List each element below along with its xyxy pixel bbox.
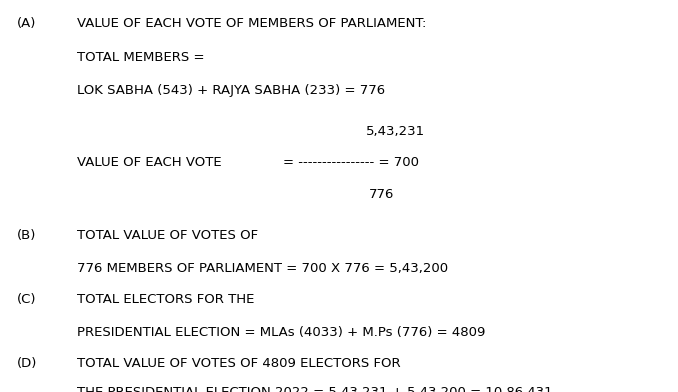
Text: (C): (C) [17,293,36,306]
Text: = ---------------- = 700: = ---------------- = 700 [283,156,418,169]
Text: 776: 776 [369,188,395,201]
Text: PRESIDENTIAL ELECTION = MLAs (4033) + M.Ps (776) = 4809: PRESIDENTIAL ELECTION = MLAs (4033) + M.… [77,326,485,339]
Text: VALUE OF EACH VOTE OF MEMBERS OF PARLIAMENT:: VALUE OF EACH VOTE OF MEMBERS OF PARLIAM… [77,17,426,30]
Text: THE PRESIDENTIAL ELECTION 2022 = 5,43,231 + 5,43,200 = 10,86,431: THE PRESIDENTIAL ELECTION 2022 = 5,43,23… [77,386,552,392]
Text: (D): (D) [17,357,37,370]
Text: 5,43,231: 5,43,231 [365,125,424,138]
Text: TOTAL ELECTORS FOR THE: TOTAL ELECTORS FOR THE [77,293,254,306]
Text: (B): (B) [17,229,36,241]
Text: 776 MEMBERS OF PARLIAMENT = 700 X 776 = 5,43,200: 776 MEMBERS OF PARLIAMENT = 700 X 776 = … [77,262,447,275]
Text: LOK SABHA (543) + RAJYA SABHA (233) = 776: LOK SABHA (543) + RAJYA SABHA (233) = 77… [77,84,384,97]
Text: TOTAL MEMBERS =: TOTAL MEMBERS = [77,51,204,64]
Text: VALUE OF EACH VOTE: VALUE OF EACH VOTE [77,156,221,169]
Text: TOTAL VALUE OF VOTES OF: TOTAL VALUE OF VOTES OF [77,229,258,241]
Text: TOTAL VALUE OF VOTES OF 4809 ELECTORS FOR: TOTAL VALUE OF VOTES OF 4809 ELECTORS FO… [77,357,400,370]
Text: (A): (A) [17,17,36,30]
